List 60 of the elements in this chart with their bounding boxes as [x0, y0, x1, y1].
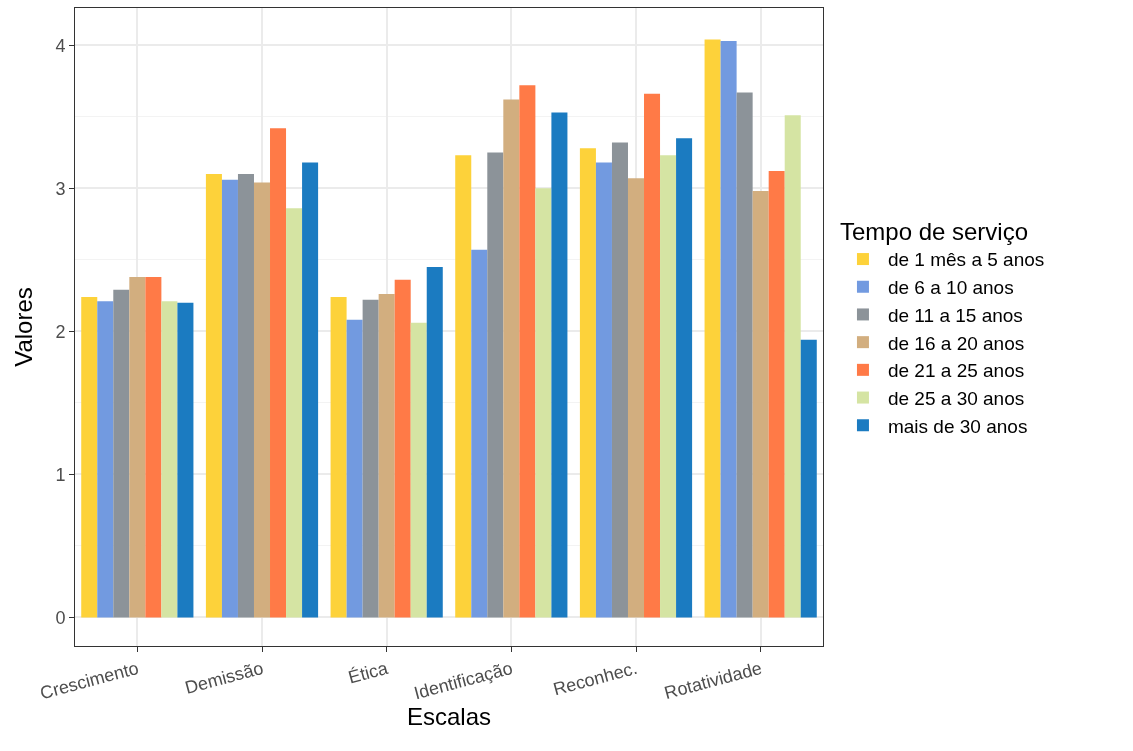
bar: [362, 299, 379, 618]
bar: [704, 39, 721, 618]
bar: [720, 40, 737, 618]
bar: [113, 289, 130, 618]
legend-label: de 11 a 15 anos: [887, 304, 1023, 326]
bar: [410, 322, 427, 618]
legend-label: de 1 mês a 5 anos: [887, 249, 1045, 271]
bar: [286, 208, 303, 618]
y-tick-label: 3: [55, 178, 66, 199]
legend-label: mais de 30 anos: [887, 415, 1028, 437]
bar: [177, 302, 194, 618]
bar: [676, 138, 693, 618]
bar: [519, 85, 536, 618]
x-tick-label: Ética: [346, 657, 391, 688]
bar: [378, 294, 395, 618]
bar: [346, 319, 363, 618]
bar: [644, 93, 661, 618]
y-tick-label: 2: [55, 321, 66, 342]
bar: [394, 279, 411, 618]
bar: [253, 182, 271, 618]
legend-label: de 25 a 30 anos: [887, 387, 1025, 409]
bar: [221, 179, 238, 618]
bar: [595, 162, 612, 618]
legend-label: de 6 a 10 anos: [887, 277, 1014, 299]
x-axis-title: Escalas: [406, 703, 492, 731]
bar: [145, 276, 162, 618]
legend-label: de 21 a 25 anos: [887, 360, 1025, 382]
bar: [161, 301, 178, 618]
bar: [660, 155, 677, 618]
bar: [471, 249, 488, 618]
bar: [736, 92, 753, 618]
y-axis-title: Valores: [10, 287, 38, 367]
x-tick-label: Reconhec.: [551, 657, 640, 700]
bar: [81, 296, 98, 618]
y-tick-label: 0: [55, 607, 66, 628]
bar: [611, 142, 628, 618]
bar: [503, 99, 520, 618]
legend-label: de 16 a 20 anos: [887, 332, 1025, 354]
bar: [768, 171, 785, 618]
bar: [800, 339, 817, 618]
bar: [487, 152, 504, 618]
bar: [784, 115, 801, 618]
bar: [302, 162, 319, 618]
bar: [627, 178, 645, 618]
bar: [237, 173, 254, 618]
bar: [205, 173, 222, 618]
bar: [97, 301, 114, 618]
bar: [129, 276, 146, 618]
bar: [551, 112, 568, 618]
bar: [579, 148, 596, 618]
x-tick-label: Demissão: [182, 657, 266, 698]
y-tick-label: 1: [55, 464, 66, 485]
legend-title: Tempo de serviço: [839, 218, 1029, 246]
bar: [535, 188, 552, 618]
bar: [455, 155, 472, 618]
bar: [270, 128, 287, 618]
bar: [752, 191, 769, 618]
bar: [426, 266, 443, 618]
bar: [330, 296, 347, 618]
y-tick-label: 4: [55, 35, 66, 56]
